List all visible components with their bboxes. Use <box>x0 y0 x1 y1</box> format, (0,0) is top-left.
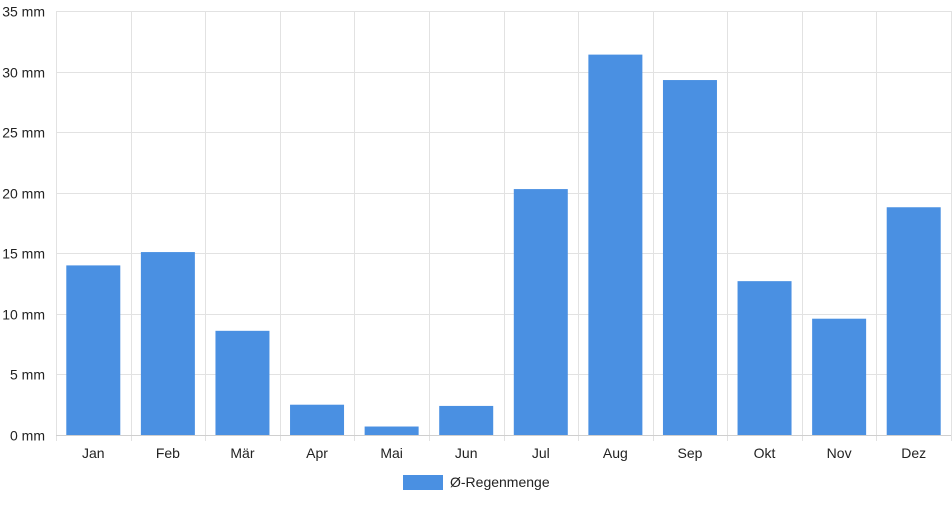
bar-jul[interactable] <box>513 189 568 435</box>
legend-swatch[interactable] <box>403 475 443 490</box>
x-tick-label: Jan <box>82 445 105 461</box>
x-tick-label: Apr <box>306 445 328 461</box>
x-tick-label: Sep <box>677 445 702 461</box>
bar-mär[interactable] <box>215 330 270 435</box>
x-tick-label: Feb <box>156 445 180 461</box>
bar-okt[interactable] <box>737 281 792 435</box>
bar-layer <box>66 54 941 436</box>
bar-mai[interactable] <box>364 426 419 435</box>
bar-nov[interactable] <box>812 318 867 435</box>
y-tick-label: 20 mm <box>2 186 45 202</box>
x-tick-label: Aug <box>603 445 628 461</box>
x-tick-label: Mai <box>380 445 403 461</box>
grid-layer <box>56 11 952 441</box>
bar-aug[interactable] <box>588 54 643 436</box>
x-tick-label: Jun <box>455 445 478 461</box>
y-tick-label: 5 mm <box>10 367 45 383</box>
y-tick-label: 10 mm <box>2 307 45 323</box>
bar-feb[interactable] <box>140 252 195 435</box>
x-tick-label: Jul <box>532 445 550 461</box>
bar-sep[interactable] <box>662 80 717 436</box>
y-tick-label: 30 mm <box>2 65 45 81</box>
x-tick-label: Okt <box>754 445 776 461</box>
bar-jan[interactable] <box>66 265 121 435</box>
y-tick-label: 35 mm <box>2 4 45 20</box>
y-tick-label: 0 mm <box>10 428 45 444</box>
x-tick-label: Dez <box>901 445 926 461</box>
legend-label[interactable]: Ø-Regenmenge <box>450 474 550 490</box>
bar-dez[interactable] <box>886 207 941 435</box>
bar-apr[interactable] <box>290 404 345 435</box>
x-tick-label: Nov <box>827 445 852 461</box>
legend[interactable]: Ø-Regenmenge <box>403 474 550 490</box>
y-tick-label: 15 mm <box>2 246 45 262</box>
y-tick-label: 25 mm <box>2 125 45 141</box>
label-layer: 0 mm 5 mm 10 mm 15 mm 20 mm 25 mm 30 mm 35 mm Ja… <box>2 4 926 462</box>
x-tick-label: Mär <box>230 445 254 461</box>
bar-jun[interactable] <box>439 405 494 435</box>
